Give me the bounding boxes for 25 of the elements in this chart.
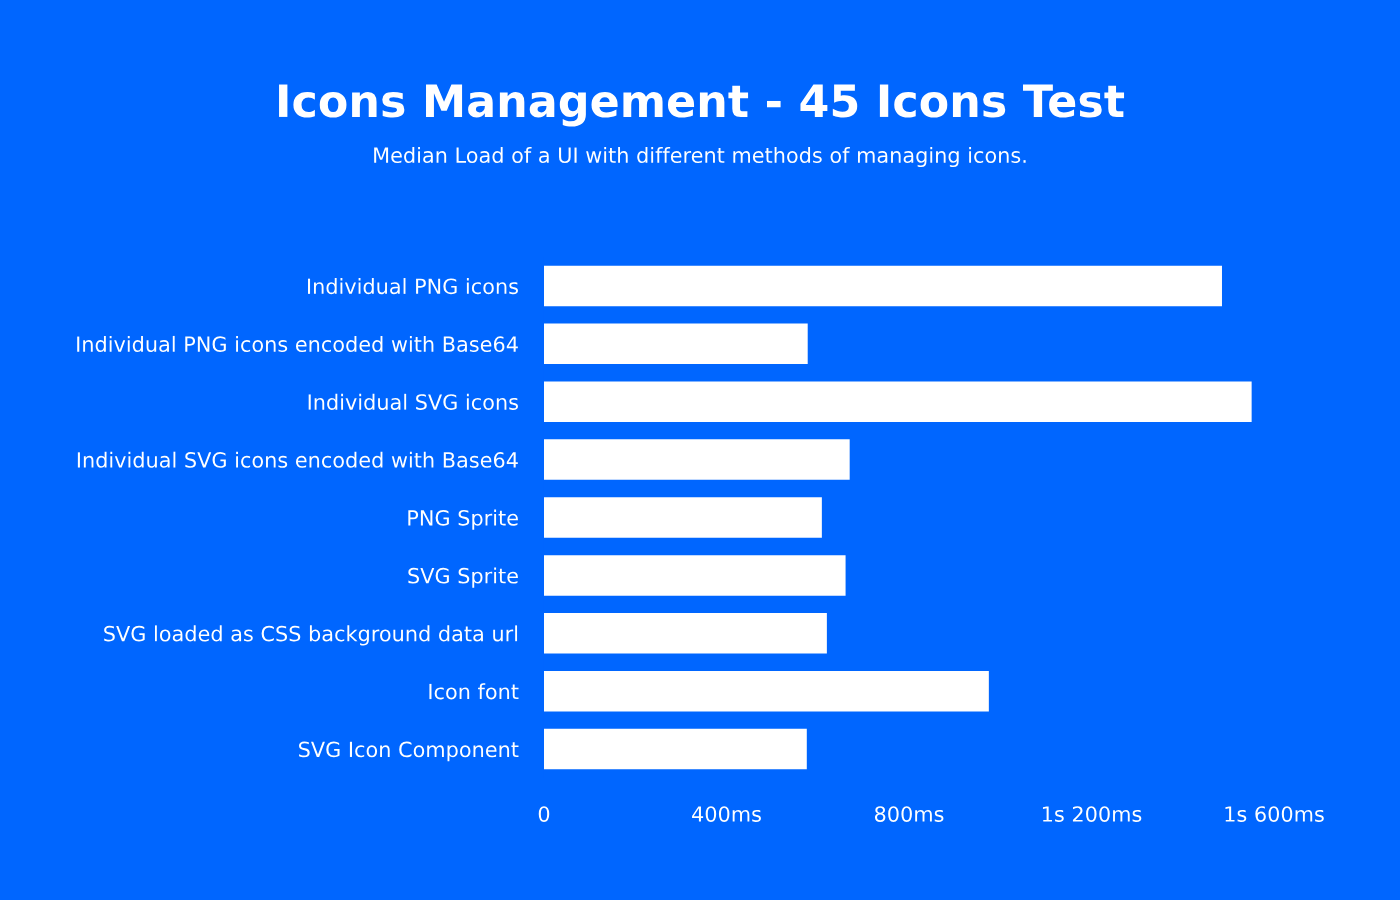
y-tick-label: Individual SVG icons encoded with Base64 (77, 451, 518, 468)
y-tick-label: SVG loaded as CSS background data url (104, 625, 518, 646)
x-tick-label: 400ms (692, 806, 761, 822)
bar (544, 497, 822, 538)
x-tick-label: 800ms (874, 806, 944, 822)
bar (544, 728, 807, 770)
y-tick-label: SVG Icon Component (299, 741, 519, 762)
y-tick-label: Icon font (429, 683, 519, 700)
y-tick-label: Individual SVG icons (308, 393, 518, 410)
y-tick-label: PNG Sprite (408, 509, 518, 530)
x-tick-label: 0 (538, 806, 550, 822)
x-tick-label: 1s 200ms (1042, 806, 1142, 822)
bar (544, 439, 850, 480)
bar (544, 323, 808, 365)
bar (544, 613, 827, 654)
chart-subtitle: Median Load of a UI with different methods of managing icons. (374, 146, 1026, 168)
y-tick-label: Individual PNG icons (308, 278, 518, 295)
bar (544, 555, 846, 596)
bar (544, 381, 1252, 422)
bar (544, 265, 1222, 307)
y-tick-label: Individual PNG icons encoded with Base64 (77, 335, 518, 353)
chart-title: Icons Management - 45 Icons Test (279, 84, 1125, 127)
bar (544, 670, 989, 712)
x-tick-label: 1s 600ms (1225, 806, 1324, 822)
y-tick-label: SVG Sprite (408, 567, 518, 588)
